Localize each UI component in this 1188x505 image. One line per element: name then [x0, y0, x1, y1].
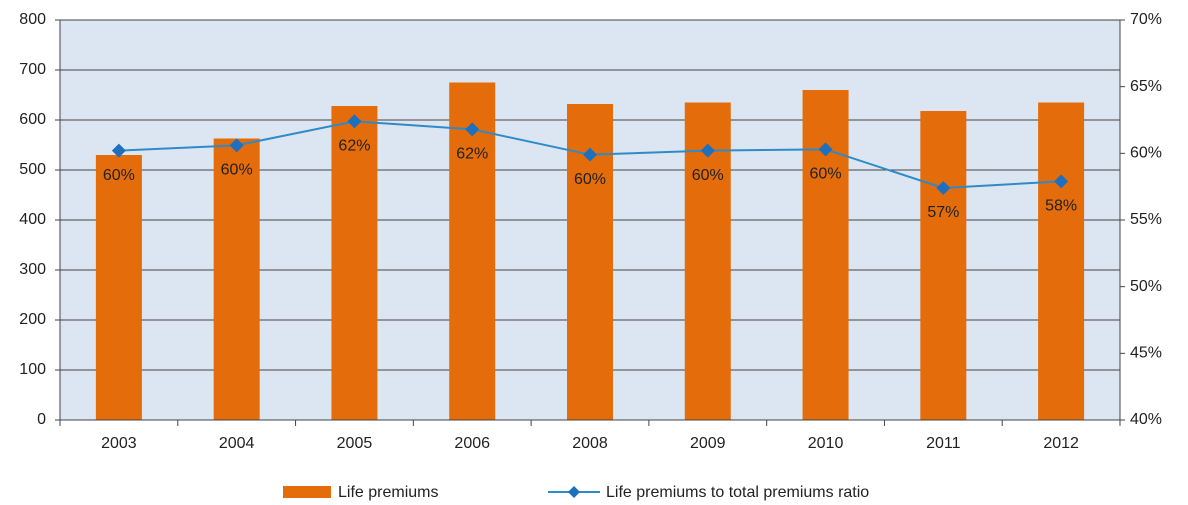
data-label: 57% [927, 204, 959, 221]
bar [802, 90, 849, 420]
marker [1054, 174, 1069, 189]
x-tick-label: 2005 [337, 435, 373, 452]
data-label: 60% [692, 167, 724, 184]
marker [700, 143, 715, 158]
bar [213, 138, 260, 420]
marker [465, 122, 480, 137]
x-tick-label: 2010 [808, 435, 844, 452]
legend-label: Life premiums to total premiums ratio [606, 484, 869, 501]
bar [1038, 102, 1085, 420]
x-tick-label: 2004 [219, 435, 255, 452]
data-label: 62% [456, 146, 488, 163]
y2-tick-label: 70% [1130, 11, 1162, 28]
legend-swatch [283, 486, 331, 498]
legend-marker [568, 486, 580, 498]
bar [449, 82, 496, 420]
x-tick-label: 2006 [454, 435, 490, 452]
y-tick-label: 100 [19, 361, 46, 378]
legend-label: Life premiums [338, 484, 438, 501]
y2-tick-label: 50% [1130, 278, 1162, 295]
y-tick-label: 300 [19, 261, 46, 278]
y-tick-label: 0 [37, 411, 46, 428]
marker [583, 147, 597, 162]
bar [95, 155, 142, 420]
data-label: 60% [810, 166, 842, 183]
y-tick-label: 800 [19, 11, 46, 28]
marker [347, 114, 362, 129]
y-tick-label: 700 [19, 61, 46, 78]
data-label: 60% [574, 171, 606, 188]
marker [818, 142, 833, 157]
y-tick-label: 400 [19, 211, 46, 228]
y2-tick-label: 60% [1130, 145, 1162, 162]
data-label: 60% [103, 167, 135, 184]
bar [331, 106, 378, 420]
data-label: 60% [221, 162, 253, 179]
x-tick-label: 2011 [926, 435, 961, 452]
marker [111, 143, 126, 158]
y2-tick-label: 40% [1130, 411, 1162, 428]
x-tick-label: 2003 [101, 435, 137, 452]
y-tick-label: 600 [19, 111, 46, 128]
x-tick-label: 2012 [1043, 435, 1079, 452]
y-tick-label: 200 [19, 311, 46, 328]
marker [229, 138, 244, 153]
data-label: 58% [1045, 198, 1077, 215]
bar [920, 111, 967, 420]
data-label: 62% [338, 138, 370, 155]
y2-tick-label: 45% [1130, 345, 1162, 362]
x-tick-label: 2008 [572, 435, 608, 452]
y-tick-label: 500 [19, 161, 46, 178]
marker [936, 181, 951, 195]
y2-tick-label: 65% [1130, 78, 1162, 95]
x-tick-label: 2009 [690, 435, 726, 452]
y2-tick-label: 55% [1130, 211, 1162, 228]
